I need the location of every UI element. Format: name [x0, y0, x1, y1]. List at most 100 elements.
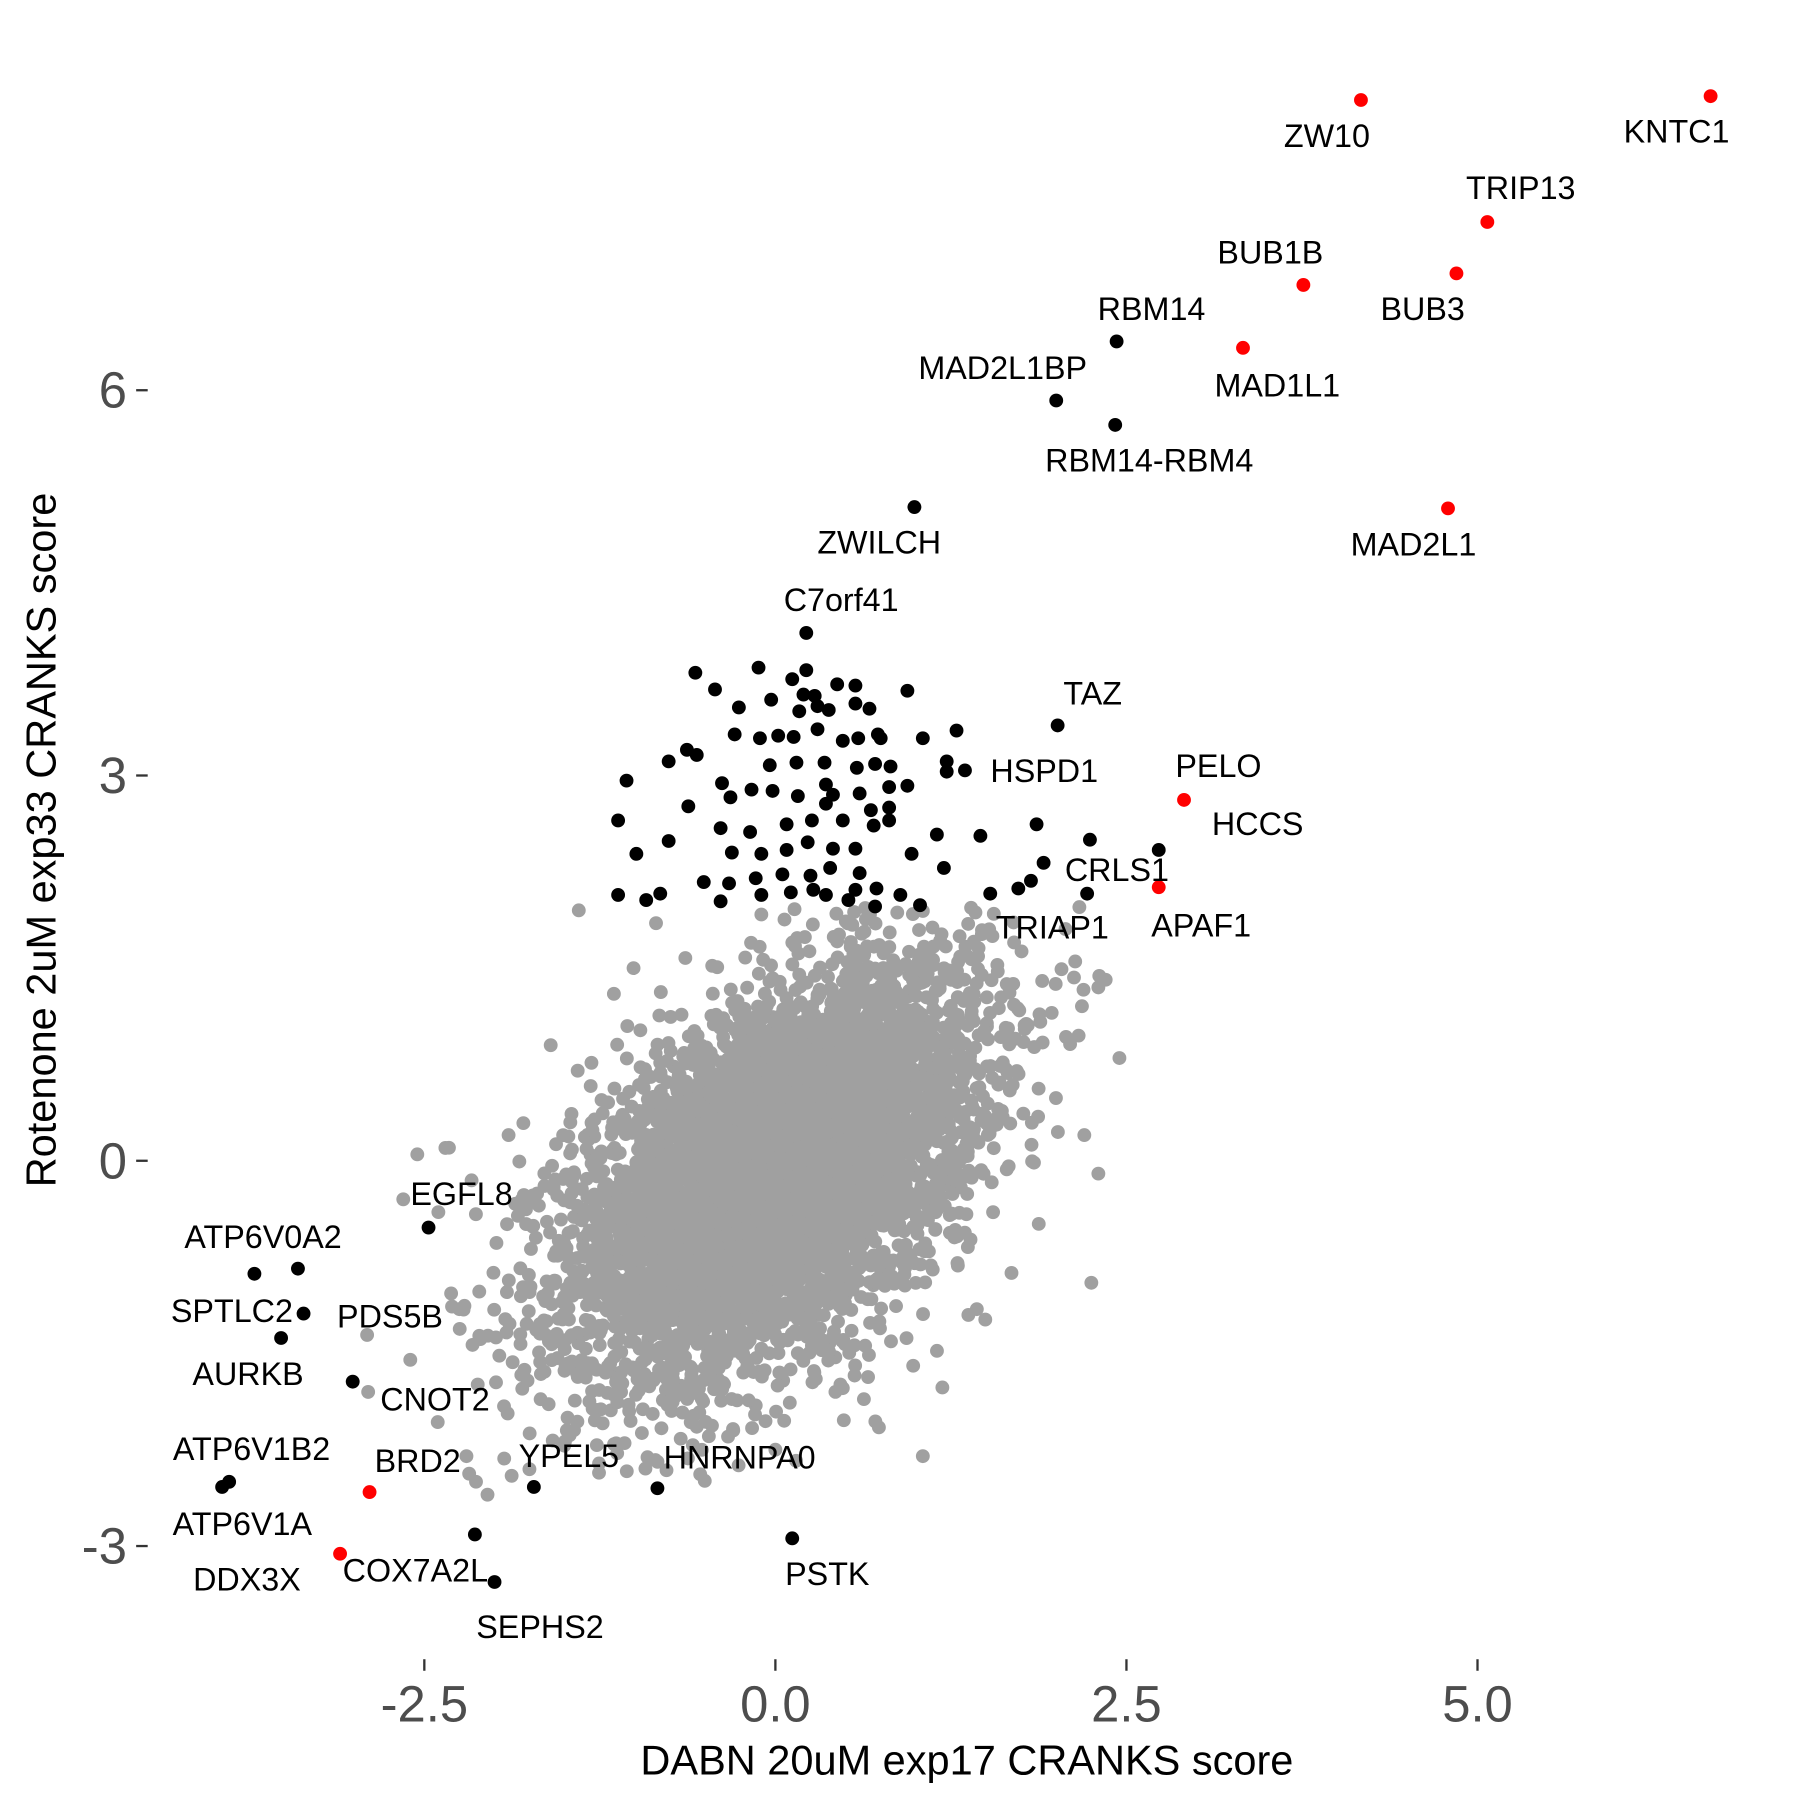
background-point — [528, 1230, 543, 1245]
background-point — [654, 1421, 669, 1436]
background-point — [462, 1466, 477, 1481]
background-point — [638, 1062, 652, 1077]
background-point — [598, 1218, 613, 1232]
background-point — [522, 1426, 537, 1441]
background-point — [935, 1380, 950, 1395]
background-point — [653, 985, 668, 1000]
background-point — [1000, 1065, 1015, 1080]
background-point — [653, 1065, 668, 1080]
background-point — [860, 1292, 875, 1307]
background-point — [565, 1288, 580, 1303]
background-point — [607, 1081, 622, 1096]
background-point — [857, 924, 872, 939]
background-point — [777, 1413, 792, 1428]
background-point — [845, 985, 860, 1000]
background-point — [868, 1273, 883, 1288]
background-point — [968, 905, 983, 920]
background-point — [631, 1370, 646, 1385]
background-point — [777, 912, 792, 927]
background-point — [1058, 922, 1073, 937]
background-point — [576, 1239, 591, 1254]
background-point — [751, 966, 766, 981]
background-point — [533, 1355, 548, 1369]
background-point — [705, 1228, 719, 1243]
background-point — [906, 1358, 921, 1373]
background-point — [790, 931, 805, 945]
background-point — [971, 941, 986, 956]
background-point — [769, 1404, 783, 1419]
background-point — [489, 1236, 504, 1250]
background-point — [540, 1214, 554, 1229]
background-point — [745, 1421, 759, 1435]
background-point — [546, 1182, 561, 1197]
background-point — [652, 1362, 666, 1377]
background-point — [522, 1462, 537, 1477]
background-point — [710, 960, 725, 975]
background-point — [549, 1326, 564, 1341]
background-point — [972, 1080, 987, 1095]
background-point — [670, 1084, 685, 1099]
background-point — [489, 1375, 503, 1390]
background-point — [836, 1333, 851, 1347]
background-point — [1050, 1125, 1065, 1139]
background-point — [631, 1383, 646, 1398]
background-point — [898, 1237, 913, 1252]
background-point — [1072, 900, 1087, 915]
background-point — [704, 1008, 719, 1023]
background-point — [563, 1115, 578, 1130]
background-point — [614, 1345, 629, 1359]
background-point — [772, 1365, 787, 1380]
background-point — [663, 1010, 678, 1024]
background-point — [678, 951, 693, 965]
background-point — [1003, 1116, 1018, 1131]
background-point — [430, 1415, 445, 1430]
background-point — [599, 1177, 614, 1191]
background-point — [783, 1362, 798, 1377]
background-point — [529, 1323, 544, 1337]
background-point — [994, 1103, 1009, 1118]
background-point — [505, 1355, 520, 1370]
background-point — [725, 995, 740, 1010]
background-point — [457, 1298, 472, 1313]
background-point — [1004, 1266, 1019, 1280]
background-point — [868, 916, 883, 931]
background-point — [964, 1004, 979, 1019]
background-point — [660, 1054, 674, 1068]
background-point — [950, 990, 965, 1005]
background-point — [731, 1458, 746, 1473]
background-point — [829, 906, 844, 921]
background-point — [757, 986, 772, 1001]
background-point — [561, 1129, 576, 1144]
background-point — [607, 1437, 621, 1452]
background-point — [570, 1063, 585, 1078]
background-point — [634, 1426, 649, 1440]
background-point — [758, 1414, 773, 1429]
background-point — [972, 1066, 987, 1081]
background-point — [1075, 999, 1089, 1014]
background-point — [516, 1116, 531, 1131]
background-point — [1071, 1028, 1086, 1043]
background-point — [1048, 977, 1063, 991]
background-point — [754, 1012, 769, 1027]
background-point — [610, 1037, 625, 1052]
background-point — [560, 1259, 575, 1274]
background-point — [567, 1393, 582, 1408]
background-point — [945, 1187, 960, 1201]
background-point — [694, 1391, 709, 1406]
background-point — [789, 1453, 804, 1468]
background-point — [847, 905, 862, 919]
background-point — [635, 1402, 650, 1417]
background-point — [501, 1273, 516, 1288]
background-point — [770, 1378, 785, 1393]
background-point — [585, 1123, 600, 1138]
background-point — [882, 925, 897, 940]
background-point — [565, 1224, 580, 1239]
background-point — [737, 1001, 752, 1016]
background-point — [848, 1358, 863, 1373]
background-point — [983, 1059, 998, 1074]
background-point — [847, 1368, 862, 1383]
background-point — [705, 1418, 719, 1433]
background-point — [925, 993, 939, 1007]
background-point — [595, 1416, 610, 1431]
background-point — [533, 1367, 548, 1381]
